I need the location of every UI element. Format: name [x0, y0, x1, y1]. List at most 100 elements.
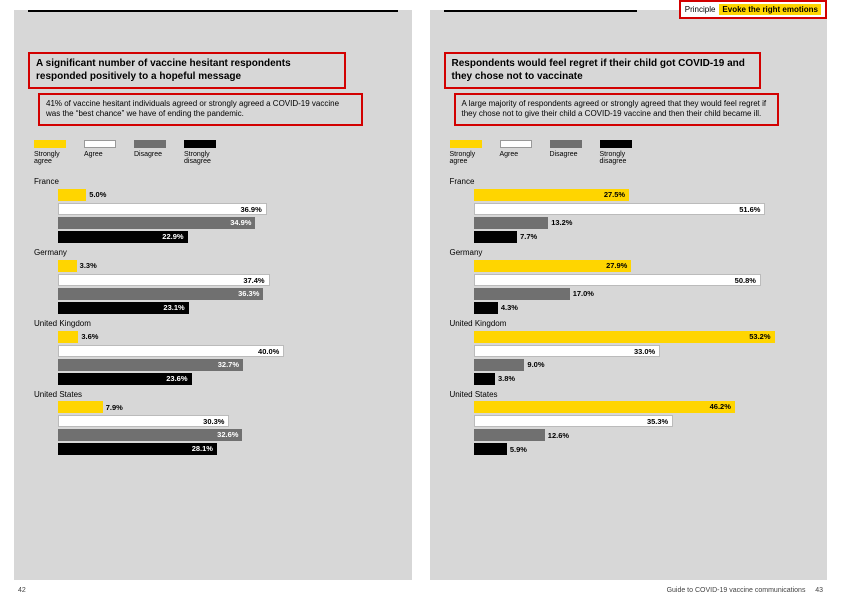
bar-row: 46.2%: [474, 401, 814, 413]
bar-row: 32.6%: [58, 429, 398, 441]
bar-value: 36.3%: [238, 288, 259, 300]
bar-value: 53.2%: [749, 331, 770, 343]
bar-value: 7.7%: [520, 232, 537, 241]
country-block: France 5.0%36.9%34.9%22.9%: [28, 178, 398, 243]
country-block: United States7.9% 30.3% 32.6% 28.1%: [28, 391, 398, 456]
bar-row: 4.3%: [474, 302, 814, 314]
bar-row: 32.7%: [58, 359, 398, 371]
bar-value: 13.2%: [551, 218, 572, 227]
legend-item-agree: Agree: [500, 140, 538, 166]
legend-right: Strongly agreeAgreeDisagreeStrongly disa…: [450, 140, 814, 166]
bar-group: 46.2% 35.3% 12.6% 5.9%: [450, 401, 814, 455]
bar-value: 4.3%: [501, 303, 518, 312]
bar-agree: 40.0%: [58, 345, 284, 357]
left-countries: France 5.0%36.9%34.9%22.9% Germany 3.3% 37.4…: [28, 178, 398, 455]
bar-group: 3.3% 37.4% 36.3% 23.1%: [34, 260, 398, 314]
bar-row: 36.3%: [58, 288, 398, 300]
bar-row: 9.0%: [474, 359, 814, 371]
country-name: France: [450, 178, 814, 187]
bar-value: 28.1%: [192, 443, 213, 455]
principle-label: Principle: [685, 5, 716, 14]
legend-item-strongly_disagree: Strongly disagree: [184, 140, 222, 166]
legend-left: Strongly agreeAgreeDisagreeStrongly disa…: [34, 140, 398, 166]
bar-row: 50.8%: [474, 274, 814, 286]
legend-swatch: [600, 140, 632, 148]
bar-value: 17.0%: [573, 289, 594, 298]
legend-label: Disagree: [550, 151, 588, 159]
bar-value: 35.3%: [647, 416, 668, 428]
bar-row: 23.1%: [58, 302, 398, 314]
bar-group: 3.6% 40.0%32.7% 23.6%: [34, 331, 398, 385]
bar-value: 3.8%: [498, 374, 515, 383]
bar-disagree: [474, 288, 570, 300]
bar-row: 35.3%: [474, 415, 814, 427]
bar-row: 5.9%: [474, 443, 814, 455]
bar-value: 3.3%: [80, 261, 97, 270]
bar-disagree: [474, 217, 549, 229]
bar-row: 30.3%: [58, 415, 398, 427]
bar-disagree: [474, 429, 545, 441]
right-footer: Guide to COVID-19 vaccine communications…: [667, 587, 823, 594]
bar-strongly_agree: [58, 331, 78, 343]
bar-disagree: 36.3%: [58, 288, 263, 300]
bar-value: 40.0%: [258, 346, 279, 358]
bar-row: 12.6%: [474, 429, 814, 441]
bar-strongly_agree: [58, 401, 103, 413]
footer-text: Guide to COVID-19 vaccine communications: [667, 587, 806, 594]
bar-agree: 37.4%: [58, 274, 270, 286]
country-block: Germany27.9%50.8%17.0%4.3%: [444, 249, 814, 314]
bar-strongly_agree: 53.2%: [474, 331, 775, 343]
bar-row: 28.1%: [58, 443, 398, 455]
bar-group: 5.0%36.9%34.9%22.9%: [34, 189, 398, 243]
country-name: France: [34, 178, 398, 187]
legend-swatch: [500, 140, 532, 148]
bar-value: 23.6%: [166, 373, 187, 385]
country-block: United Kingdom53.2%33.0%9.0%3.8%: [444, 320, 814, 385]
bar-disagree: 34.9%: [58, 217, 255, 229]
bar-value: 50.8%: [735, 275, 756, 287]
legend-item-disagree: Disagree: [550, 140, 588, 166]
bar-agree: 50.8%: [474, 274, 761, 286]
bar-value: 34.9%: [230, 217, 251, 229]
bar-strongly_agree: [58, 189, 86, 201]
country-name: United States: [34, 391, 398, 400]
bar-row: 27.9%: [474, 260, 814, 272]
bar-agree: 33.0%: [474, 345, 661, 357]
country-block: Germany 3.3% 37.4% 36.3% 23.1%: [28, 249, 398, 314]
right-countries: France27.5%51.6%13.2%7.7%Germany27.9%50.…: [444, 178, 814, 455]
bar-row: 23.6%: [58, 373, 398, 385]
bar-row: 5.0%: [58, 189, 398, 201]
country-block: United States46.2%35.3%12.6%5.9%: [444, 391, 814, 456]
legend-swatch: [134, 140, 166, 148]
bar-row: 17.0%: [474, 288, 814, 300]
bar-row: 7.7%: [474, 231, 814, 243]
bar-value: 23.1%: [163, 302, 184, 314]
right-title: Respondents would feel regret if their c…: [444, 52, 762, 89]
bar-value: 51.6%: [739, 204, 760, 216]
country-name: Germany: [34, 249, 398, 258]
legend-swatch: [550, 140, 582, 148]
bar-row: 13.2%: [474, 217, 814, 229]
legend-item-strongly_agree: Strongly agree: [450, 140, 488, 166]
bar-value: 46.2%: [710, 401, 731, 413]
bar-group: 53.2% 33.0% 9.0% 3.8%: [450, 331, 814, 385]
bar-strongly_disagree: 23.1%: [58, 302, 189, 314]
bar-disagree: 32.6%: [58, 429, 242, 441]
legend-swatch: [84, 140, 116, 148]
right-page-number: 43: [815, 587, 823, 594]
bar-group: 27.9% 50.8% 17.0% 4.3%: [450, 260, 814, 314]
bar-value: 12.6%: [548, 431, 569, 440]
bar-value: 27.9%: [606, 260, 627, 272]
bar-row: 7.9%: [58, 401, 398, 413]
legend-label: Strongly agree: [34, 151, 72, 166]
left-title: A significant number of vaccine hesitant…: [28, 52, 346, 89]
bar-row: 53.2%: [474, 331, 814, 343]
bar-value: 3.6%: [81, 332, 98, 341]
bar-strongly_disagree: [474, 231, 518, 243]
bar-agree: 35.3%: [474, 415, 674, 427]
bar-disagree: [474, 359, 525, 371]
country-name: United Kingdom: [34, 320, 398, 329]
bar-strongly_agree: 46.2%: [474, 401, 735, 413]
bar-value: 5.0%: [89, 190, 106, 199]
left-page-number: 42: [18, 587, 26, 594]
